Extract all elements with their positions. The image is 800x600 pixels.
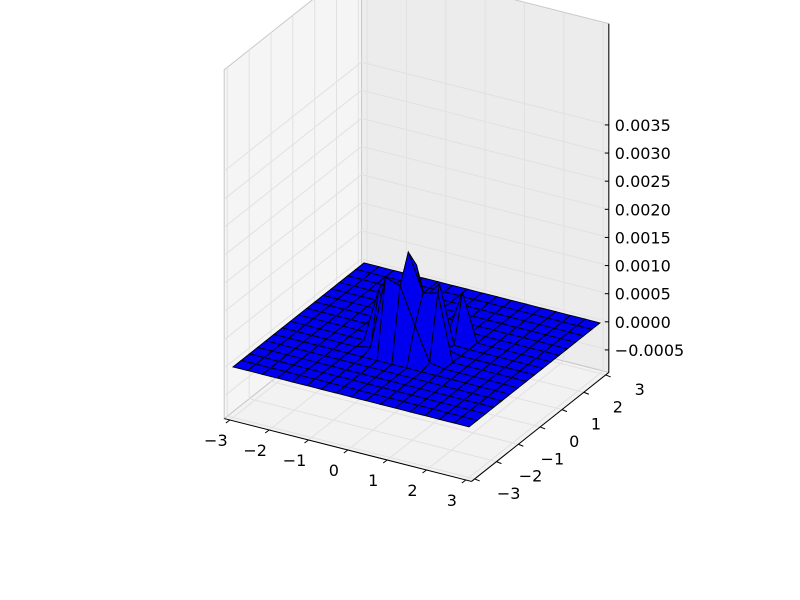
y-tick-mark xyxy=(496,461,502,465)
z-gridline xyxy=(223,202,609,313)
z-gridline xyxy=(223,145,609,256)
surface-cell xyxy=(453,416,479,428)
x-tick-label: 1 xyxy=(368,471,378,490)
z-tick-label: 0.0030 xyxy=(615,144,671,163)
z-gridline xyxy=(223,89,609,200)
y-gridline xyxy=(270,32,519,445)
z-gridline xyxy=(223,230,609,341)
x-tick-mark xyxy=(343,449,349,454)
z-gridline xyxy=(223,174,609,284)
y-tick-mark xyxy=(474,478,480,482)
x-tick-mark xyxy=(461,479,467,484)
x-tick-mark xyxy=(382,459,388,464)
surface-mesh xyxy=(232,250,601,428)
z-tick-label: 0.0020 xyxy=(615,200,671,219)
x-tick-label: −3 xyxy=(204,431,228,450)
y-tick-mark xyxy=(583,391,590,395)
x-tick-label: 2 xyxy=(407,481,417,500)
z-tick-label: 0.0035 xyxy=(615,116,671,135)
z-tick-label: 0.0000 xyxy=(615,313,671,332)
y-gridline xyxy=(226,67,475,480)
y-tick-mark xyxy=(518,443,524,447)
y-tick-label: 1 xyxy=(591,415,601,434)
z-gridline xyxy=(223,117,609,228)
z-tick-label: 0.0010 xyxy=(615,257,671,276)
y-tick-mark xyxy=(561,409,568,413)
z-tick-label: 0.0025 xyxy=(615,172,671,191)
y-tick-label: −2 xyxy=(519,467,543,486)
x-tick-mark xyxy=(225,419,231,424)
x-tick-label: −1 xyxy=(283,451,307,470)
y-tick-label: 3 xyxy=(635,380,645,399)
x-tick-label: −2 xyxy=(243,441,267,460)
z-tick-label: 0.0015 xyxy=(615,228,671,247)
x-tick-mark xyxy=(422,469,427,474)
y-gridline xyxy=(248,50,497,463)
z-tick-label: −0.0005 xyxy=(615,341,684,360)
x-gridline xyxy=(465,22,604,481)
y-tick-label: −3 xyxy=(497,484,521,503)
x-tick-mark xyxy=(264,429,270,434)
z-tick-label: 0.0005 xyxy=(615,285,671,304)
x-tick-label: 3 xyxy=(447,491,457,510)
x-tick-mark xyxy=(304,439,309,444)
x-gridline xyxy=(426,12,565,471)
z-gridline xyxy=(223,61,609,172)
y-tick-mark xyxy=(539,426,546,430)
y-tick-label: 0 xyxy=(569,432,579,451)
y-tick-mark xyxy=(605,374,611,378)
z-gridline xyxy=(223,258,609,369)
y-tick-label: −1 xyxy=(541,449,565,468)
x-tick-label: 0 xyxy=(329,461,339,480)
y-tick-label: 2 xyxy=(613,397,623,416)
